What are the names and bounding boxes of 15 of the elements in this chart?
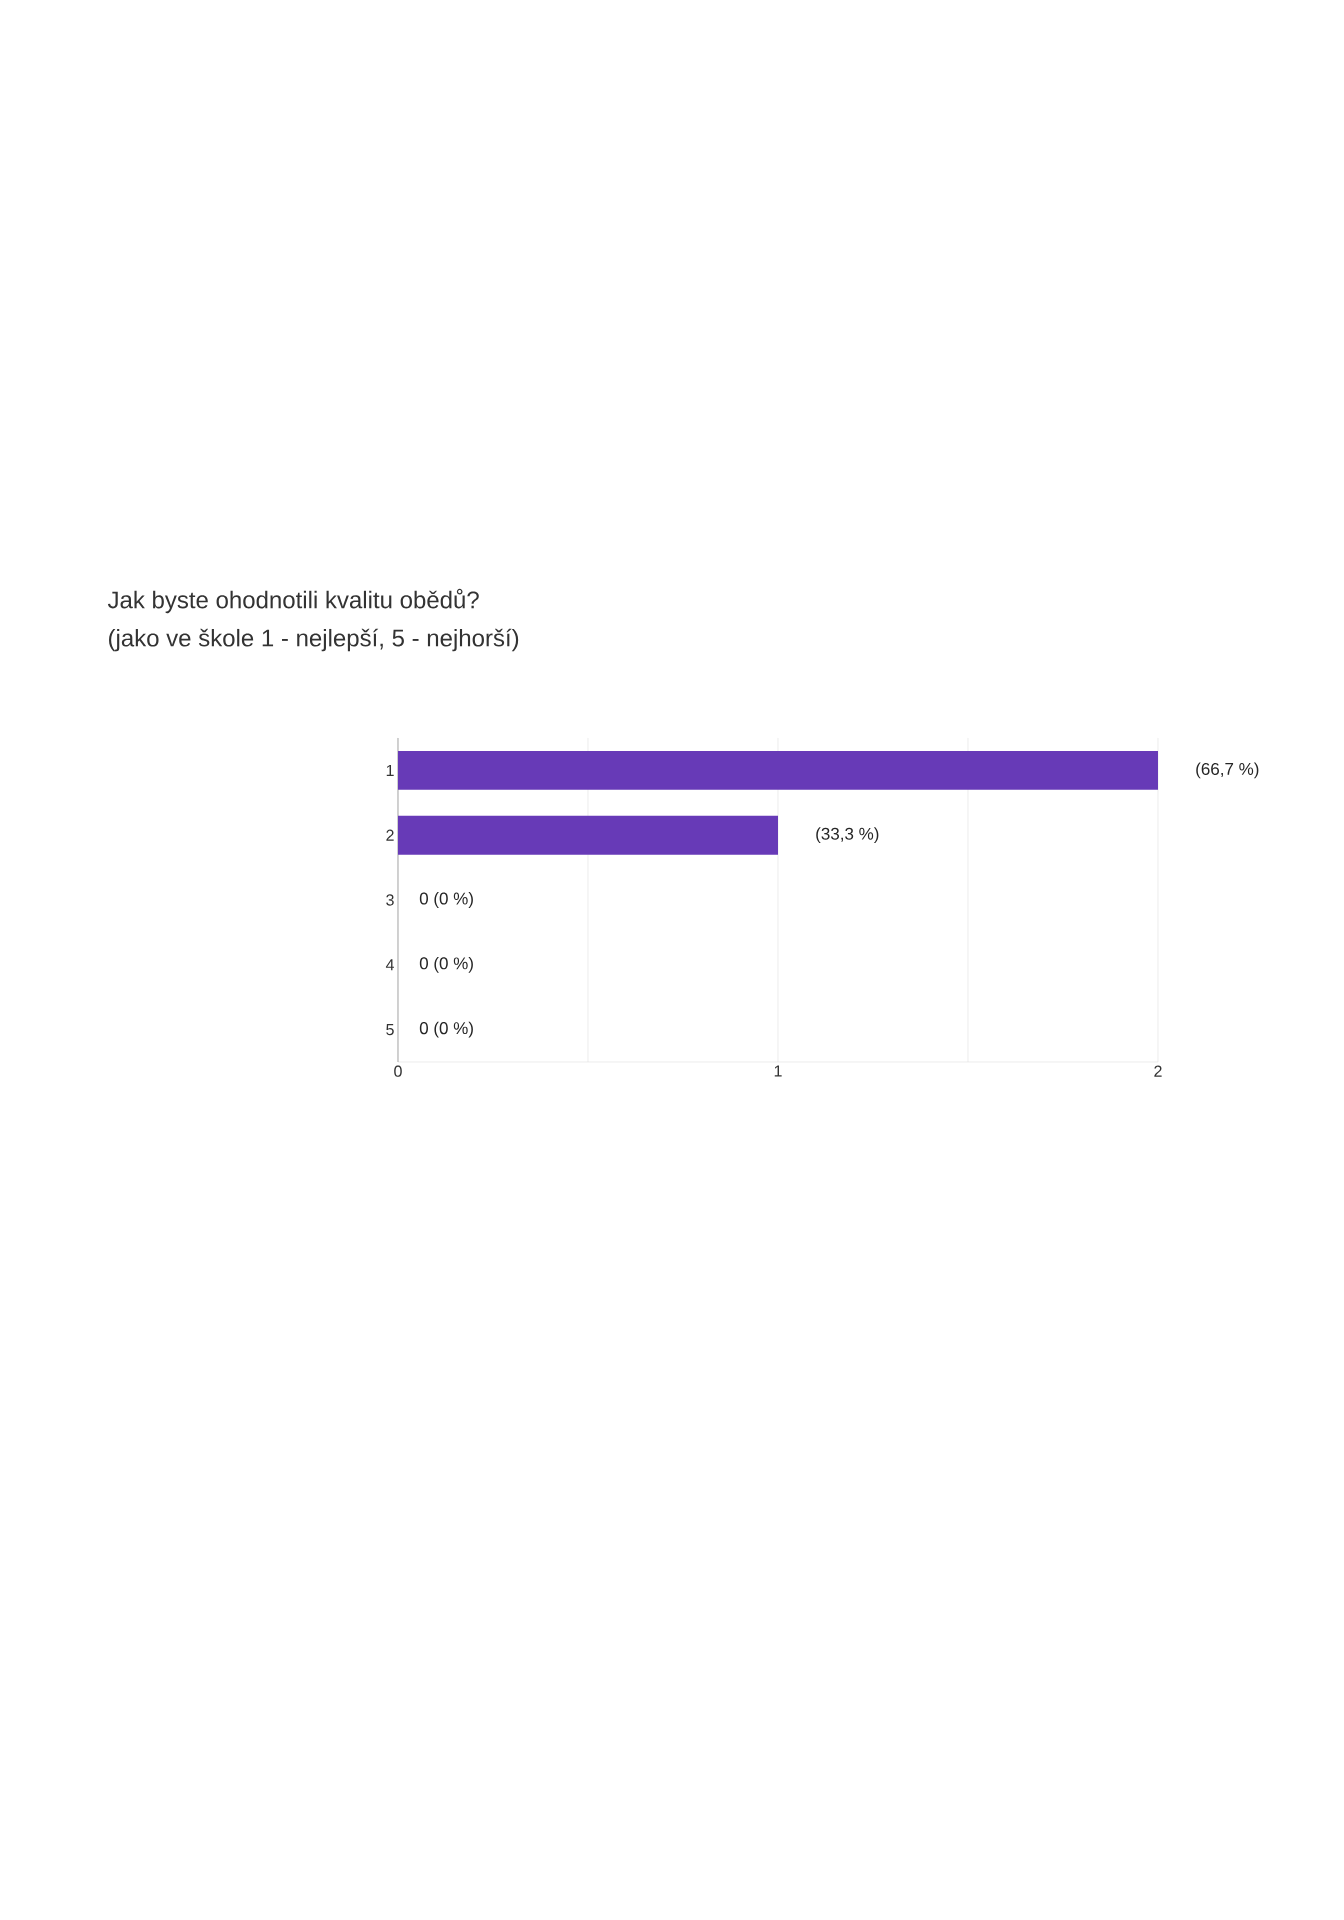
chart-subtitle: (jako ve škole 1 - nejlepší, 5 - nejhorší) [109,628,519,652]
annotation: 0 (0 %) [419,892,473,908]
annotation: 0 (0 %) [419,1021,473,1038]
y-tick-label: 1 [386,764,394,776]
annotation: 0 (0 %) [419,956,473,973]
x-tick-label: 0 [394,1065,402,1077]
y-tick-label: 4 [385,959,394,971]
annotation: (66,7 %) [1196,762,1259,779]
x-tick-label: 1 [774,1065,782,1077]
y-tick-label: 2 [386,829,394,841]
chart-title: Jak byste ohodnotili kvalitu obědů? [107,588,479,614]
x-tick-label: 2 [1154,1065,1162,1077]
y-tick-label: 5 [386,1024,394,1036]
annotation: (33,3 %) [816,827,879,844]
y-tick-label: 3 [386,894,394,906]
